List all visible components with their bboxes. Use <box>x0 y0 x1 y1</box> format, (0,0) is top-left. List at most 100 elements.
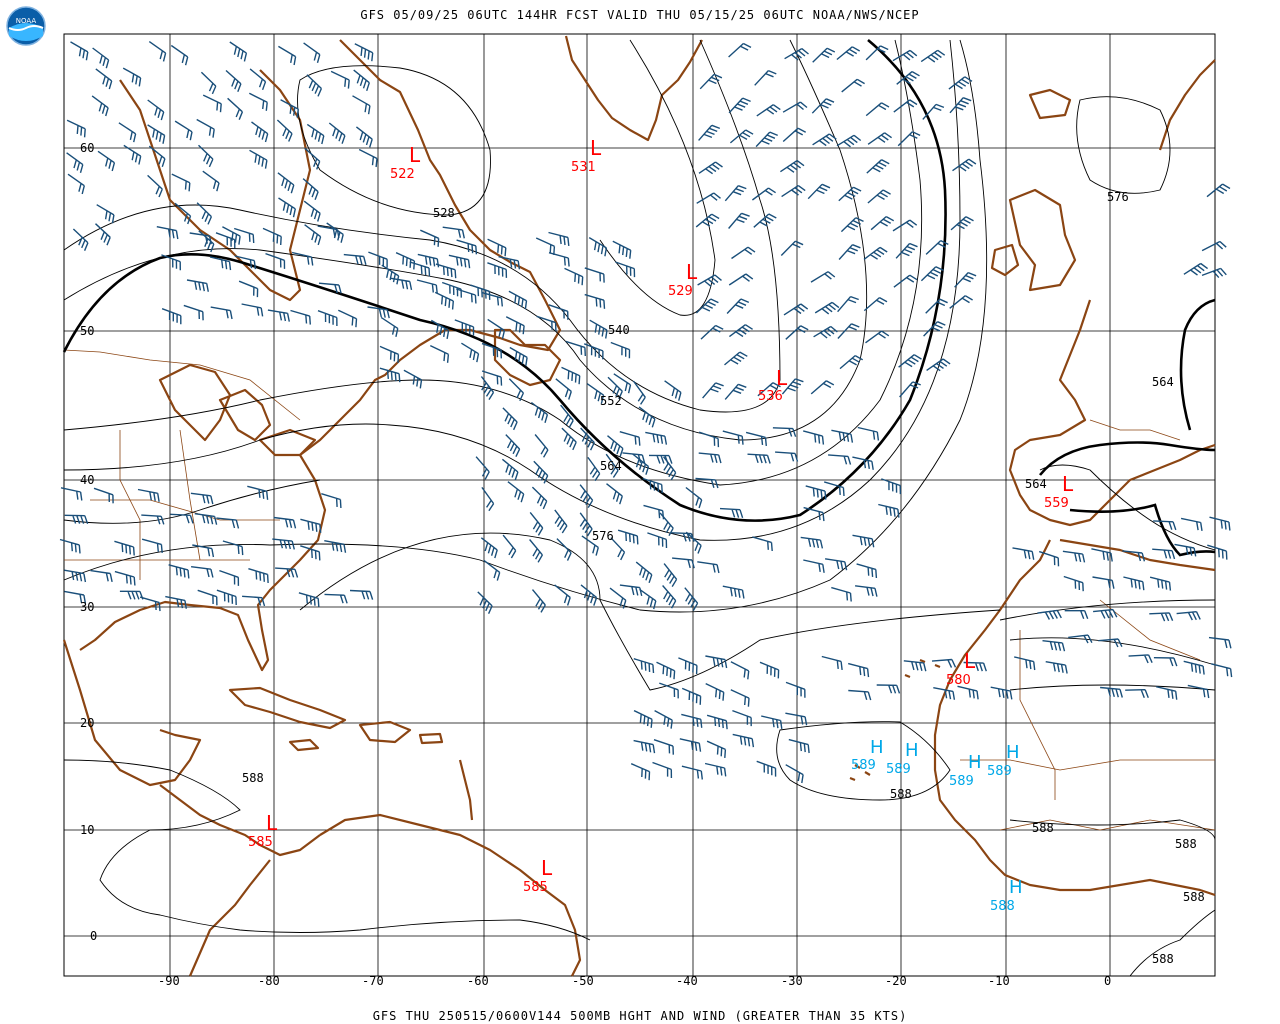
wind-barb <box>697 274 722 287</box>
wind-barb <box>508 290 528 310</box>
wind-barb <box>785 325 809 340</box>
wind-barb <box>448 254 471 269</box>
wind-barb <box>863 296 888 312</box>
wind-barb <box>535 237 556 255</box>
wind-barb <box>840 217 864 233</box>
wind-barb <box>222 540 244 556</box>
wind-barb <box>403 369 423 389</box>
wind-barb <box>613 373 632 394</box>
wind-barb <box>554 584 571 606</box>
wind-barb <box>588 236 608 257</box>
wind-barb <box>672 557 695 569</box>
wind-barb <box>724 185 747 202</box>
wind-barb <box>831 429 854 443</box>
wind-barb <box>548 252 570 267</box>
coast-cuba <box>228 686 347 730</box>
wind-barb <box>698 124 721 141</box>
wind-barb <box>381 264 400 285</box>
wind-barb <box>267 309 290 322</box>
wind-barb <box>209 256 232 271</box>
contour-label: 588 <box>242 771 264 785</box>
wind-barb <box>659 512 674 537</box>
wind-barb <box>192 544 215 558</box>
wind-barb <box>1176 611 1201 621</box>
wind-barb <box>948 76 973 90</box>
wind-barb <box>1092 576 1115 589</box>
wind-barb <box>814 301 840 315</box>
wind-barb <box>684 587 699 611</box>
wind-barb <box>548 231 570 246</box>
wind-barb <box>630 763 651 781</box>
wind-barb <box>456 239 478 255</box>
coast-labrador <box>339 39 562 352</box>
wind-barb <box>617 529 639 545</box>
wind-barb <box>379 367 401 383</box>
wind-barb <box>481 342 502 359</box>
lon-label: -50 <box>572 974 594 988</box>
wind-barb <box>64 569 87 583</box>
contour-label: 576 <box>1107 190 1129 204</box>
wind-barb <box>1156 686 1178 700</box>
wind-barb <box>222 226 241 245</box>
wind-barb <box>441 281 462 298</box>
wind-barb <box>161 308 182 325</box>
wind-barb <box>728 97 751 114</box>
wind-barb <box>579 512 593 537</box>
wind-barb <box>926 358 951 372</box>
coast-europe-west <box>1008 299 1216 527</box>
wind-barb <box>632 380 646 405</box>
wind-barb <box>681 713 703 728</box>
wind-barb <box>95 68 113 90</box>
wind-barb <box>123 144 142 165</box>
wind-barb <box>633 709 653 728</box>
wind-barb <box>531 589 546 613</box>
wind-barb <box>925 239 949 255</box>
lon-label: -70 <box>362 974 384 988</box>
wind-barb <box>653 739 674 755</box>
coast-newfoundland <box>493 328 562 387</box>
wind-barb <box>210 306 233 320</box>
wind-barb <box>722 430 744 445</box>
wind-barb <box>306 123 325 145</box>
wind-barbs <box>59 41 1233 784</box>
wind-barb <box>722 585 745 599</box>
wind-barb <box>435 263 457 279</box>
wind-barb <box>852 456 874 470</box>
coast-lake-huron <box>218 388 272 442</box>
wind-barb <box>925 298 948 314</box>
wind-barb <box>1180 517 1203 532</box>
wind-barb <box>249 68 267 91</box>
wind-barb <box>607 435 624 457</box>
wind-barb <box>803 430 825 445</box>
wind-barb <box>824 481 845 497</box>
high-center: H 589 <box>987 742 1020 779</box>
wind-barb <box>681 687 702 705</box>
wind-barb <box>330 70 350 89</box>
wind-barb <box>698 161 723 175</box>
wind-barb <box>249 149 268 169</box>
wind-barb <box>782 127 807 143</box>
wind-barb <box>276 119 293 142</box>
wind-barb <box>702 382 724 399</box>
wind-barb <box>306 74 323 97</box>
wind-barb <box>227 97 244 120</box>
wind-barb <box>754 69 777 86</box>
contour-label: 588 <box>1183 890 1205 904</box>
borders <box>63 349 1216 831</box>
low-center: L 522 <box>390 143 421 182</box>
wind-barb <box>642 477 663 494</box>
wind-barb <box>828 454 852 465</box>
wind-barb <box>298 592 320 607</box>
wind-barb <box>92 47 110 69</box>
wind-barb <box>368 251 388 268</box>
wind-barb <box>529 511 544 536</box>
wind-barb <box>148 145 166 168</box>
wind-barb <box>584 293 606 309</box>
coast-great-lakes <box>158 363 232 442</box>
high-symbol: H <box>905 740 919 761</box>
wind-barb <box>200 71 217 95</box>
wind-barb <box>352 95 371 115</box>
wind-barb <box>892 219 918 232</box>
wind-barb <box>726 298 750 314</box>
